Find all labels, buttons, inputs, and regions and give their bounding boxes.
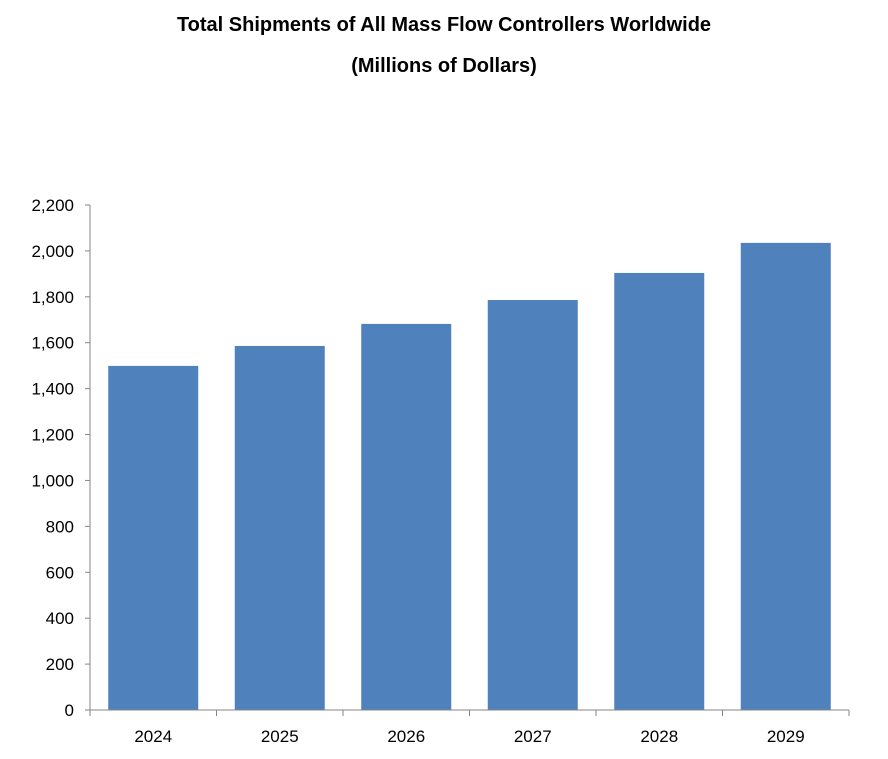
bar-2028 [614,272,705,710]
y-tick-label: 200 [46,655,74,674]
y-tick-label: 1,000 [31,471,74,490]
y-tick-label: 1,800 [31,288,74,307]
y-tick-label: 0 [65,701,74,720]
bar-2024 [108,365,199,710]
x-tick-label: 2024 [134,727,172,746]
y-tick-label: 800 [46,517,74,536]
bar-2027 [487,300,578,710]
x-tick-label: 2029 [767,727,805,746]
x-tick-label: 2025 [261,727,299,746]
chart-title: Total Shipments of All Mass Flow Control… [176,14,712,36]
chart-subtitle: (Millions of Dollars) [351,55,537,77]
x-tick-label: 2027 [514,727,552,746]
x-tick-label: 2026 [387,727,425,746]
y-tick-label: 2,000 [31,242,74,261]
x-tick-label: 2028 [640,727,678,746]
y-tick-label: 1,200 [31,426,74,445]
y-tick-label: 600 [46,563,74,582]
y-tick-label: 2,200 [31,196,74,215]
y-tick-label: 1,400 [31,380,74,399]
bar-2029 [740,242,831,710]
y-tick-label: 400 [46,609,74,628]
bar-2026 [361,323,452,710]
bar-2025 [234,345,325,710]
y-tick-label: 1,600 [31,334,74,353]
